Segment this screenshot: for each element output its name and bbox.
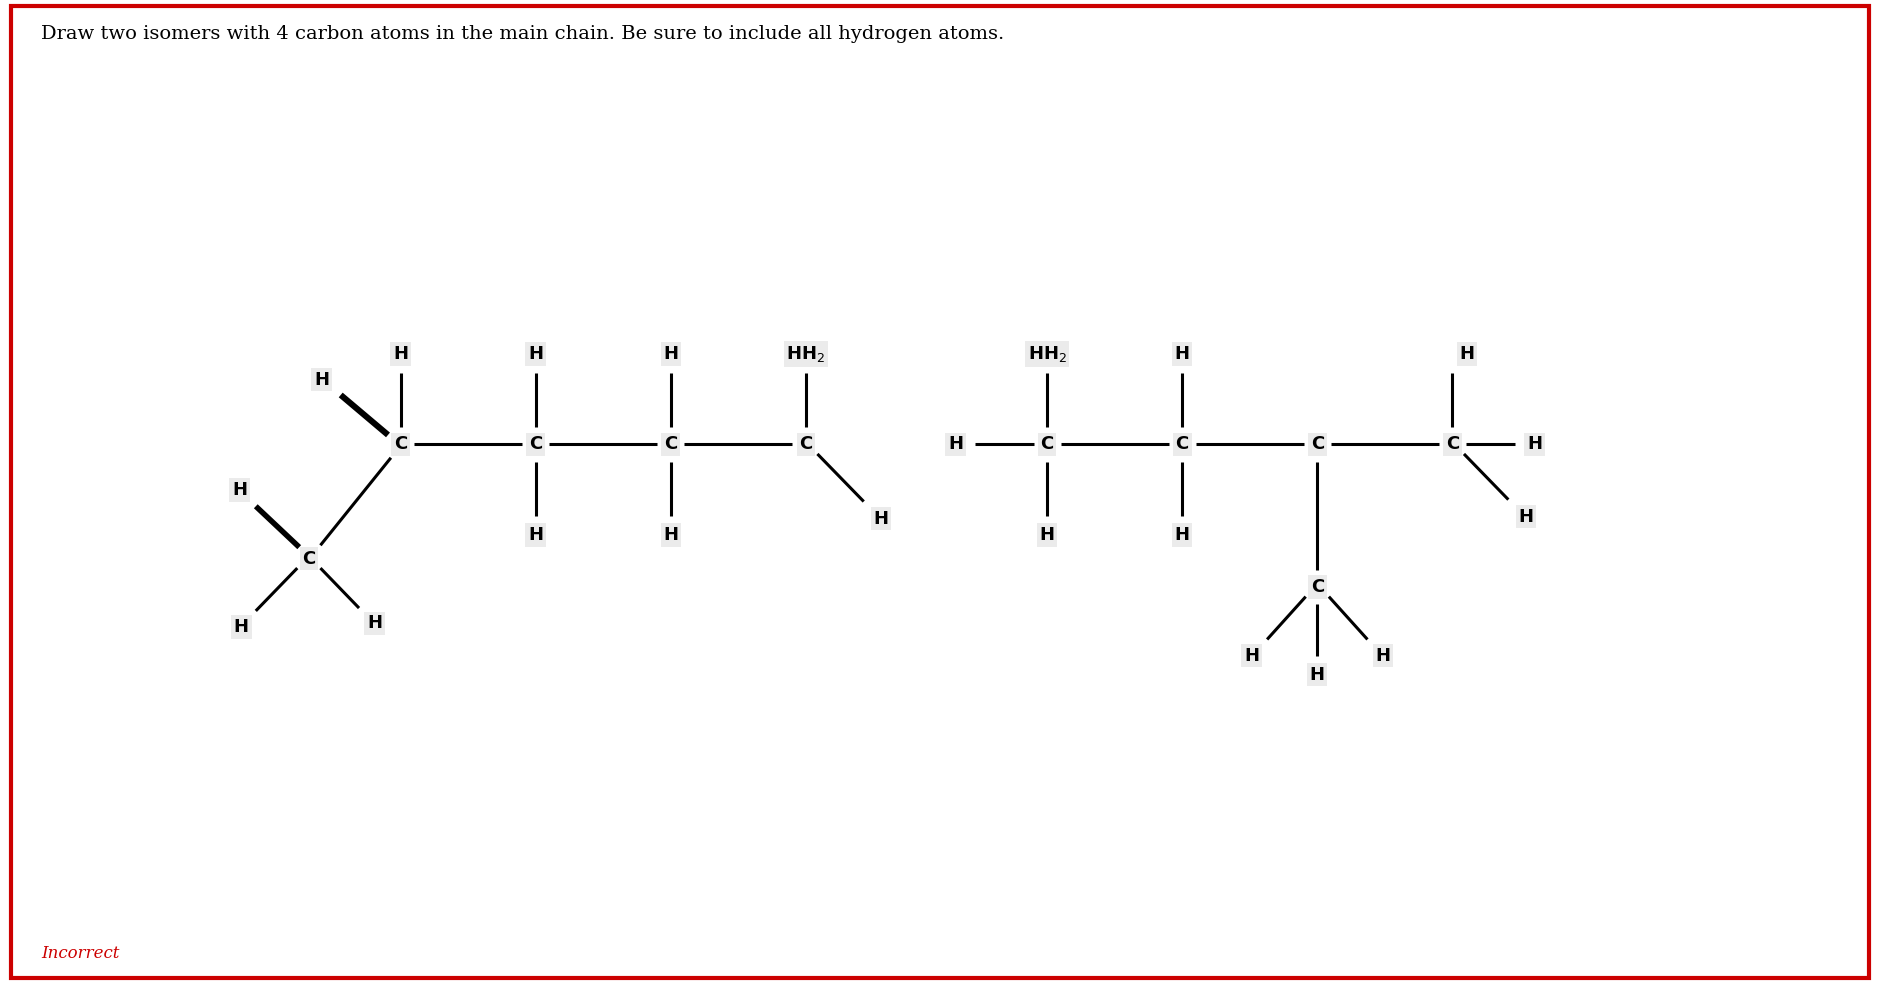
Text: H: H	[1310, 665, 1325, 684]
Text: H: H	[1459, 345, 1474, 363]
Text: C: C	[1446, 436, 1459, 454]
Text: H: H	[1527, 436, 1542, 454]
Text: HH$_2$: HH$_2$	[1028, 344, 1066, 364]
Text: C: C	[395, 436, 408, 454]
Text: H: H	[528, 525, 543, 544]
Text: C: C	[303, 550, 316, 568]
Text: H: H	[1175, 525, 1190, 544]
Text: C: C	[664, 436, 677, 454]
Text: H: H	[664, 345, 679, 363]
Text: H: H	[874, 510, 889, 527]
Text: Draw two isomers with 4 carbon atoms in the main chain. Be sure to include all h: Draw two isomers with 4 carbon atoms in …	[41, 25, 1004, 42]
Text: H: H	[664, 525, 679, 544]
Text: C: C	[1310, 579, 1324, 596]
Text: H: H	[1175, 345, 1190, 363]
Text: HH$_2$: HH$_2$	[786, 344, 825, 364]
Text: H: H	[1376, 646, 1391, 664]
Text: H: H	[393, 345, 408, 363]
Text: Incorrect: Incorrect	[41, 946, 120, 962]
Text: C: C	[799, 436, 812, 454]
Text: H: H	[231, 481, 246, 499]
Text: H: H	[314, 371, 329, 389]
Text: H: H	[528, 345, 543, 363]
Text: H: H	[1245, 646, 1260, 664]
Text: C: C	[1310, 436, 1324, 454]
Text: C: C	[528, 436, 541, 454]
Text: H: H	[1040, 525, 1055, 544]
Text: C: C	[1040, 436, 1053, 454]
Text: C: C	[1175, 436, 1188, 454]
Text: H: H	[1519, 508, 1534, 525]
Text: H: H	[367, 614, 382, 633]
Text: H: H	[233, 618, 248, 636]
Text: H: H	[948, 436, 963, 454]
